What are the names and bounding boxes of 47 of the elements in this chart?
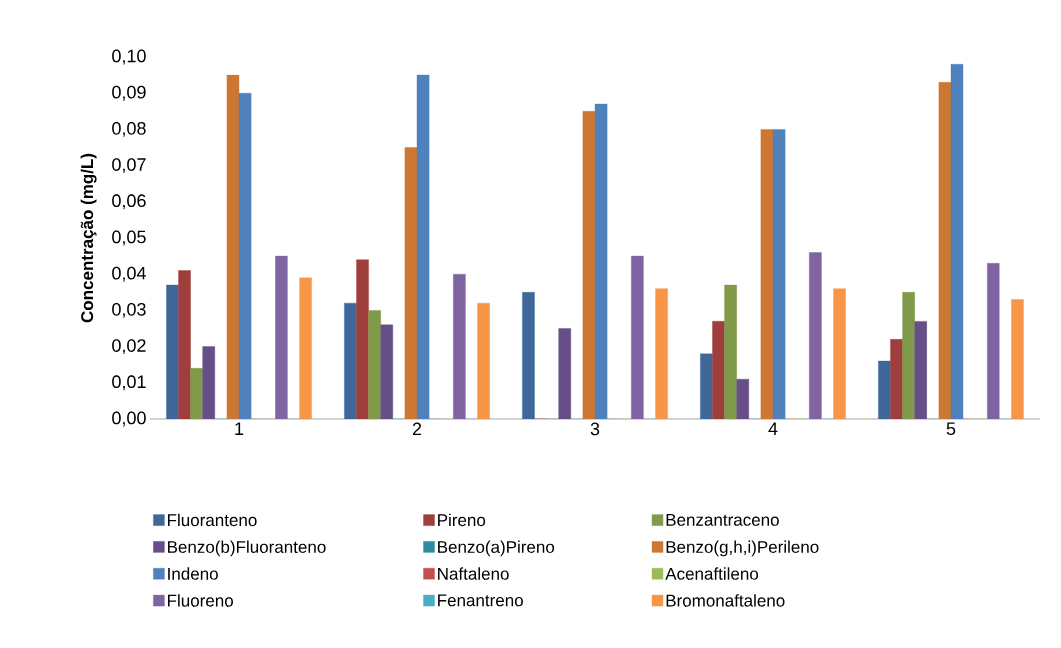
- bar: [522, 292, 535, 419]
- bar: [356, 259, 369, 419]
- bar: [700, 353, 713, 419]
- bar: [712, 321, 725, 419]
- legend-label: Pireno: [438, 513, 486, 527]
- legend-label: Benzantraceno: [666, 514, 779, 526]
- legend-label: Benzo(b)Fluoranteno: [168, 540, 326, 557]
- x-tick-label: 5: [946, 422, 956, 436]
- legend-label: Fluoranteno: [168, 513, 257, 527]
- bar: [344, 302, 357, 419]
- x-tick-label: 4: [768, 422, 778, 435]
- x-tick-label: 2: [412, 422, 422, 436]
- y-tick-label: 0,04: [112, 266, 146, 282]
- legend-label: Fluoreno: [168, 594, 233, 607]
- legend-label: Benzo(a)Pireno: [438, 540, 555, 557]
- x-tick-label: 3: [590, 422, 600, 436]
- y-tick-label: 0,09: [112, 85, 146, 101]
- legend-label: Bromonaftaleno: [666, 594, 785, 607]
- legend-label: Naftaleno: [438, 567, 509, 580]
- legend-label: Fenantreno: [438, 594, 523, 607]
- y-tick-label: 0,10: [112, 49, 146, 65]
- bar: [631, 255, 644, 419]
- bar: [178, 270, 191, 419]
- bar: [190, 368, 203, 419]
- bar: [453, 273, 466, 419]
- bar: [166, 284, 179, 419]
- bar: [368, 310, 381, 419]
- bar: [902, 292, 915, 419]
- y-tick-label: 0,08: [112, 121, 146, 137]
- bar: [878, 360, 891, 419]
- bar: [890, 339, 903, 419]
- y-tick-label: 0,06: [112, 194, 146, 210]
- bar: [275, 255, 288, 419]
- y-tick-label: 0,03: [112, 302, 146, 318]
- y-tick-label: 0,00: [112, 411, 146, 427]
- bar: [809, 252, 822, 419]
- y-tick-label: 0,02: [112, 339, 146, 355]
- legend-label: Benzo(g,h,i)Perileno: [666, 540, 819, 557]
- bar: [987, 263, 1000, 419]
- legend-label: Acenaftileno: [665, 567, 759, 580]
- x-tick-label: 1: [235, 422, 244, 435]
- bar: [724, 284, 737, 419]
- legend-label: Indeno: [168, 567, 218, 580]
- y-axis-title: Concentração (mg/L): [80, 153, 97, 323]
- y-tick-label: 0,07: [112, 158, 146, 174]
- y-tick-label: 0,01: [112, 375, 146, 391]
- y-tick-label: 0,05: [112, 230, 146, 246]
